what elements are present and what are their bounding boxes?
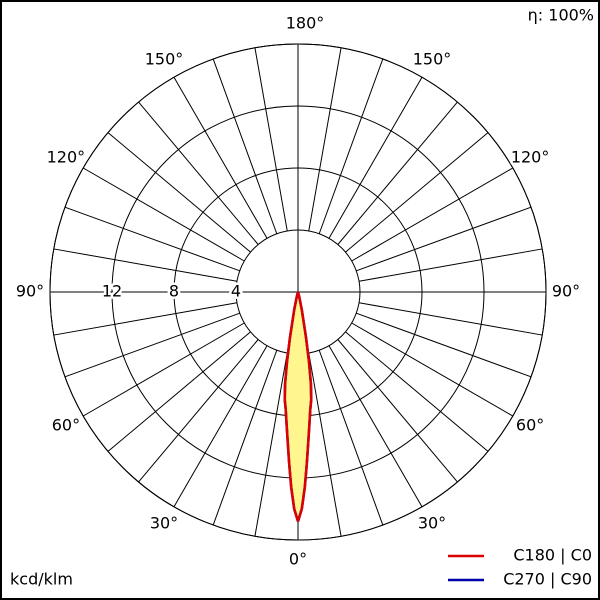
angle-label: 90° [552,282,580,301]
angle-label: 0° [289,550,307,569]
curve-line [296,291,313,522]
angle-label: 120° [47,148,86,167]
radial-line [356,312,532,378]
labels: 48120°30°30°60°60°90°90°120°120°150°150°… [13,11,592,589]
radial-line [351,322,514,417]
radial-line [64,312,240,378]
radial-line [138,339,259,483]
angle-label: 180° [286,14,325,33]
r-tick-label: 12 [102,282,122,301]
radial-line [337,339,458,483]
radial-line [328,345,423,508]
radial-line [254,352,288,537]
radial-line [107,132,251,253]
unit-label: kcd/klm [10,570,73,589]
radial-line [53,302,238,336]
radial-line [337,101,458,245]
angle-label: 60° [52,416,80,435]
angle-label: 150° [413,49,452,68]
radial-line [358,302,543,336]
radial-line [318,350,384,526]
radial-line [64,206,240,272]
radial-line [345,132,489,253]
radial-line [82,322,245,417]
radial-line [212,58,278,234]
r-tick-label: 4 [231,282,241,301]
radial-line [173,345,268,508]
curve-fill [298,292,312,522]
radial-line [82,167,245,262]
radial-line [173,76,268,239]
radial-line [356,206,532,272]
radial-line [345,331,489,452]
legend-label: C270 | C90 [503,570,592,589]
angle-label: 150° [145,49,184,68]
angle-label: 30° [150,514,178,533]
curve-fill [284,292,298,522]
curves [283,291,313,522]
radial-line [308,47,342,232]
radial-line [328,76,423,239]
radial-line [138,101,259,245]
radial-line [358,248,543,282]
radial-line [254,47,288,232]
efficiency: η: 100% [528,6,594,25]
curve-line [283,291,300,522]
angle-label: 120° [511,148,550,167]
r-tick-label: 8 [169,282,179,301]
angle-label: 30° [418,514,446,533]
legend-label: C180 | C0 [513,546,592,565]
radial-line [318,58,384,234]
radial-line [53,248,238,282]
angle-label: 90° [16,282,44,301]
angle-label: 60° [516,416,544,435]
radial-line [351,167,514,262]
radial-line [308,352,342,537]
radial-line [212,350,278,526]
radial-line [107,331,251,452]
